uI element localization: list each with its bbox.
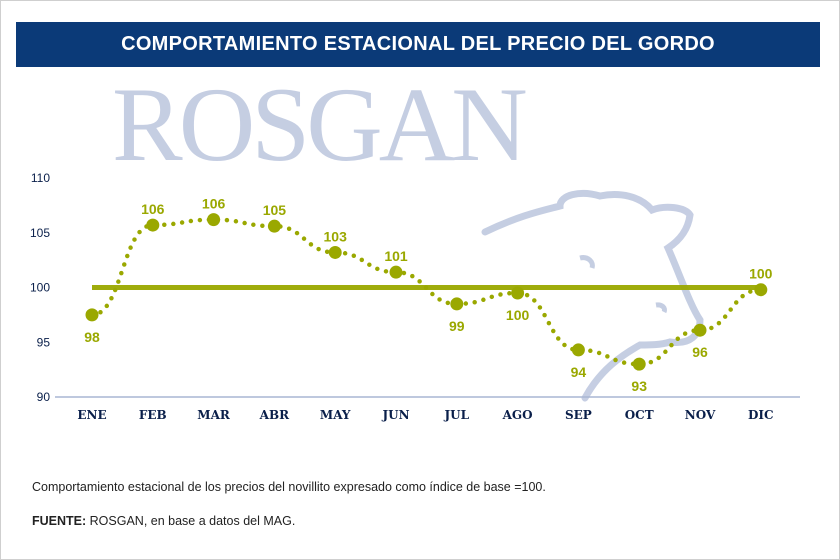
data-point	[267, 219, 281, 233]
data-label: 105	[263, 202, 287, 218]
chart-source: FUENTE: ROSGAN, en base a datos del MAG.	[32, 514, 295, 528]
data-label: 106	[141, 201, 165, 217]
data-label: 101	[384, 248, 408, 264]
data-label: 103	[324, 228, 348, 244]
data-label: 96	[692, 344, 708, 360]
data-point	[389, 265, 403, 279]
x-tick-label: ABR	[259, 408, 290, 422]
data-point	[693, 323, 707, 337]
chart-title: COMPORTAMIENTO ESTACIONAL DEL PRECIO DEL…	[16, 22, 820, 67]
rosgan-watermark: ROSGAN	[112, 66, 704, 402]
data-label: 99	[449, 318, 465, 334]
watermark-text: ROSGAN	[112, 66, 526, 183]
source-text: ROSGAN, en base a datos del MAG.	[86, 514, 296, 528]
y-tick-label: 90	[37, 390, 51, 404]
x-tick-label: MAR	[197, 408, 231, 422]
y-tick-label: 110	[31, 171, 50, 185]
data-label: 106	[202, 196, 226, 212]
cow-head-icon	[481, 189, 704, 402]
x-tick-label: DIC	[748, 408, 774, 422]
x-tick-label: AGO	[502, 408, 533, 422]
chart-marks: 98 106 106 105 103 101 99 100 94 93 96 100	[84, 196, 772, 395]
x-tick-label: NOV	[685, 408, 716, 422]
data-point	[632, 357, 646, 371]
x-tick-label: SEP	[565, 408, 592, 422]
data-point	[328, 245, 342, 259]
axes: 90 95 100 105 110 ENE FEB MAR ABR MAY JUN JUL AGO SEP…	[30, 171, 800, 422]
x-tick-label: JUN	[381, 408, 409, 422]
data-point	[146, 218, 160, 232]
data-label: 93	[631, 378, 647, 394]
x-tick-label: OCT	[625, 408, 654, 422]
cow-nostril-icon	[655, 302, 667, 314]
data-point	[754, 283, 768, 297]
y-tick-label: 100	[30, 281, 50, 295]
data-point	[511, 286, 525, 300]
data-point	[450, 297, 464, 311]
chart-note: Comportamiento estacional de los precios…	[32, 480, 546, 494]
x-tick-label: MAY	[320, 408, 351, 422]
data-point	[207, 213, 221, 227]
source-label: FUENTE:	[32, 514, 87, 528]
x-tick-label: JUL	[444, 408, 470, 422]
x-tick-label: FEB	[139, 408, 167, 422]
data-point	[85, 308, 99, 322]
data-label: 100	[749, 266, 773, 282]
data-point	[571, 343, 585, 357]
cow-eye-icon	[579, 255, 595, 269]
y-tick-label: 105	[30, 226, 50, 240]
data-label: 98	[84, 329, 100, 345]
data-label: 94	[571, 364, 587, 380]
x-tick-label: ENE	[77, 408, 106, 422]
series-line	[89, 217, 764, 367]
y-tick-label: 95	[37, 335, 51, 349]
data-label: 100	[506, 307, 530, 323]
